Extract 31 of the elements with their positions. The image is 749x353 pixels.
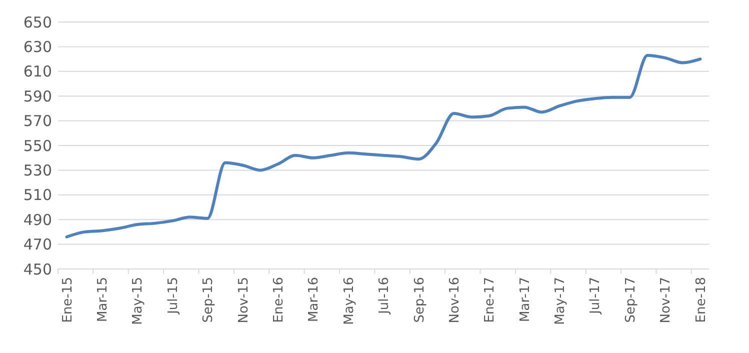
line-series [65,54,702,238]
x-tick-label: Jul-15 [166,277,181,315]
y-tick-label: 650 [23,13,52,32]
x-tick-label: May-15 [130,277,146,325]
x-tick-label: May-17 [552,277,568,325]
x-tick-label: Mar-17 [518,277,533,322]
x-tick-label: Ene-17 [482,277,498,323]
x-tick-label: Ene-15 [60,277,76,323]
x-tick-label: Nov-16 [447,277,462,324]
y-tick-label: 490 [23,210,52,229]
x-tick-label: Nov-17 [658,277,674,324]
y-tick-label: 470 [23,236,52,254]
y-tick-label: 590 [23,87,52,106]
x-tick-label: Sep-16 [412,277,428,323]
x-tick-label: Sep-15 [201,277,216,323]
x-tick-label: Nov-15 [236,277,252,324]
x-tick-label: Jul-16 [377,277,392,315]
y-tick-label: 510 [23,186,52,204]
x-tick-label: Mar-16 [306,277,322,322]
x-tick-label: May-16 [342,277,357,325]
y-tick-label: 450 [23,260,52,278]
x-tick-label: Ene-16 [271,277,286,323]
x-tick-label: Sep-17 [623,277,638,323]
y-tick-label: 610 [23,62,52,81]
x-tick-label: Ene-18 [694,277,709,323]
x-tick-label: Jul-17 [588,277,604,315]
y-tick-label: 570 [23,112,52,130]
x-tick-label: Mar-15 [96,277,111,322]
y-tick-label: 550 [23,136,52,155]
y-tick-label: 630 [23,38,52,56]
y-tick-label: 530 [23,161,52,180]
